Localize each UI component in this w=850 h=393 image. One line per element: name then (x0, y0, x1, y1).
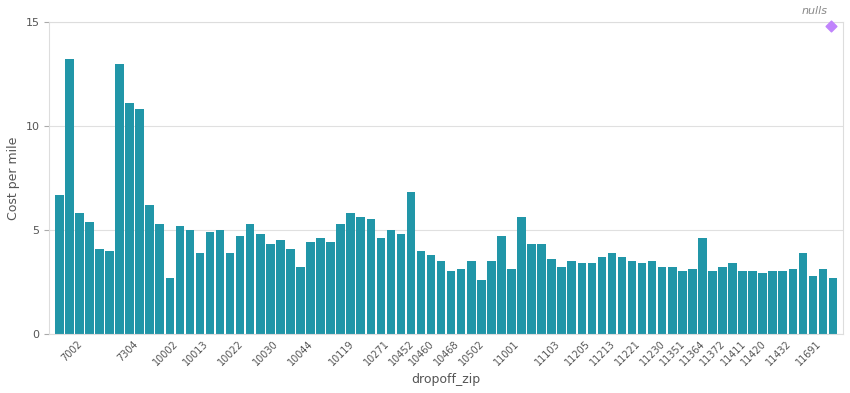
Bar (185, 230, 194, 334)
Bar (789, 269, 797, 334)
Bar (457, 269, 466, 334)
Bar (337, 224, 345, 334)
Bar (577, 263, 586, 334)
Bar (467, 261, 475, 334)
Bar (507, 269, 516, 334)
Bar (628, 261, 637, 334)
Bar (568, 261, 576, 334)
Bar (246, 224, 254, 334)
Bar (105, 251, 114, 334)
Bar (196, 253, 204, 334)
Bar (156, 224, 164, 334)
Bar (648, 261, 656, 334)
Bar (316, 238, 325, 334)
Bar (427, 255, 435, 334)
Bar (416, 251, 425, 334)
Bar (286, 248, 295, 334)
Bar (387, 230, 395, 334)
Bar (768, 272, 777, 334)
Bar (537, 244, 546, 334)
Bar (758, 274, 767, 334)
Bar (708, 272, 717, 334)
Bar (366, 219, 375, 334)
Bar (55, 195, 64, 334)
X-axis label: dropoff_zip: dropoff_zip (411, 373, 481, 386)
Point (824, 23, 838, 29)
Bar (688, 269, 697, 334)
Bar (75, 213, 83, 334)
Bar (718, 267, 727, 334)
Bar (598, 257, 606, 334)
Bar (477, 280, 485, 334)
Bar (85, 222, 94, 334)
Bar (829, 277, 837, 334)
Bar (235, 236, 245, 334)
Bar (728, 263, 737, 334)
Bar (527, 244, 536, 334)
Bar (678, 272, 687, 334)
Bar (206, 232, 214, 334)
Bar (739, 272, 747, 334)
Bar (116, 64, 124, 334)
Bar (226, 253, 235, 334)
Bar (347, 213, 355, 334)
Y-axis label: Cost per mile: Cost per mile (7, 136, 20, 220)
Bar (95, 248, 104, 334)
Bar (276, 240, 285, 334)
Bar (587, 263, 596, 334)
Bar (487, 261, 496, 334)
Bar (668, 267, 677, 334)
Bar (397, 234, 405, 334)
Bar (135, 109, 144, 334)
Bar (256, 234, 264, 334)
Bar (145, 205, 154, 334)
Bar (618, 257, 626, 334)
Bar (748, 272, 756, 334)
Bar (608, 253, 616, 334)
Bar (547, 259, 556, 334)
Bar (176, 226, 184, 334)
Bar (518, 217, 526, 334)
Bar (356, 217, 365, 334)
Bar (779, 272, 787, 334)
Bar (166, 277, 174, 334)
Bar (266, 244, 275, 334)
Bar (497, 236, 506, 334)
Bar (447, 272, 456, 334)
Text: nulls: nulls (802, 7, 827, 17)
Bar (216, 230, 224, 334)
Bar (406, 193, 416, 334)
Bar (377, 238, 385, 334)
Bar (296, 267, 304, 334)
Bar (638, 263, 646, 334)
Bar (65, 59, 74, 334)
Bar (808, 275, 817, 334)
Bar (437, 261, 445, 334)
Bar (698, 238, 706, 334)
Bar (326, 242, 335, 334)
Bar (819, 269, 827, 334)
Bar (306, 242, 314, 334)
Bar (558, 267, 566, 334)
Bar (658, 267, 666, 334)
Bar (799, 253, 808, 334)
Bar (125, 103, 134, 334)
